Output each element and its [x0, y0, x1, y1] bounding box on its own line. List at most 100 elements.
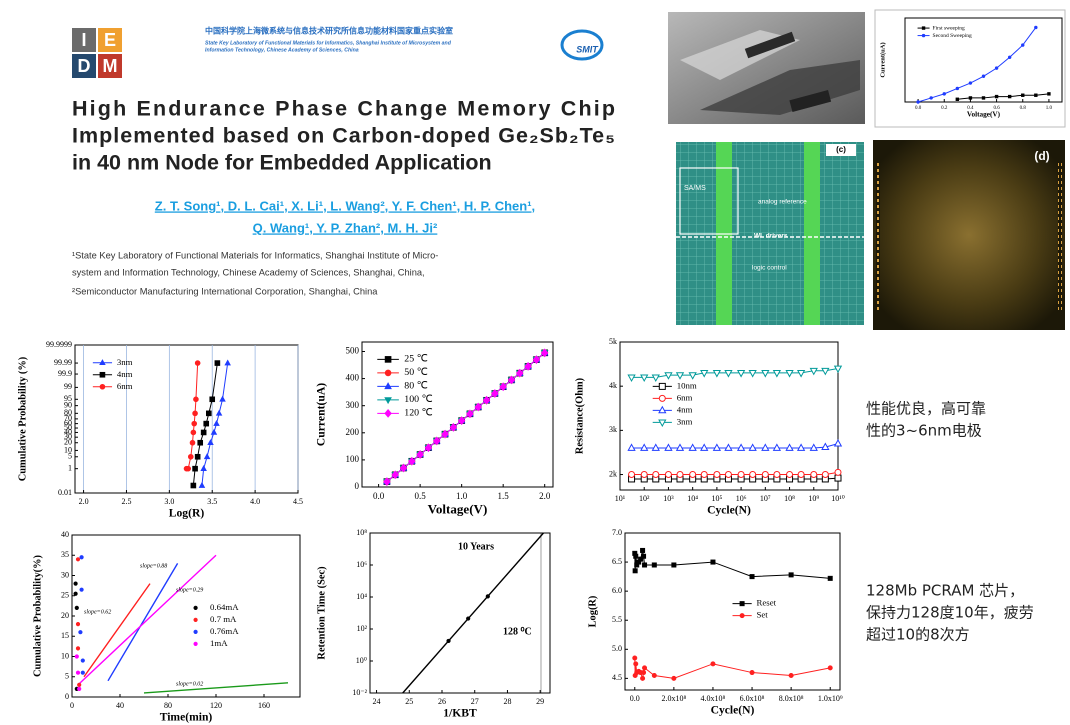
marker: [789, 673, 793, 677]
x-tick-label: 1.0x10⁹: [818, 694, 843, 703]
x-tick-label: 0: [70, 701, 74, 710]
y-tick-label: 30: [61, 570, 69, 579]
marker: [193, 466, 198, 471]
y-tick-label: 15: [61, 631, 69, 640]
marker: [749, 371, 756, 377]
marker: [216, 410, 222, 415]
marker: [225, 360, 231, 365]
marker: [79, 630, 83, 634]
legend-label: Set: [757, 610, 769, 620]
x-tick-label: 10⁶: [736, 494, 747, 503]
x-tick-label: 0.5: [415, 491, 427, 501]
x-tick-label: 26: [438, 697, 446, 706]
x-tick-label: 1.0: [1046, 106, 1053, 111]
x-tick-label: 0.0: [630, 694, 640, 703]
y-tick-label: 6.5: [612, 557, 622, 566]
marker: [194, 630, 198, 634]
marker: [192, 421, 197, 426]
marker: [193, 411, 198, 416]
marker: [385, 383, 392, 389]
legend-label: First sweeping: [933, 25, 965, 31]
plot-area: [620, 342, 838, 490]
chip-label: SA/MS: [684, 185, 706, 192]
x-tick-label: 120: [210, 701, 222, 710]
marker: [1021, 44, 1024, 47]
x-tick-label: 2.0x10⁸: [661, 694, 686, 703]
marker: [714, 371, 721, 377]
y-tick-label: 6.0: [612, 586, 622, 595]
marker: [665, 444, 672, 450]
chip-label: WL drivers: [754, 233, 788, 240]
iedm-logo: I E D M: [72, 28, 122, 78]
x-tick-label: 160: [258, 701, 270, 710]
marker: [789, 573, 793, 577]
y-tick-label: 10⁸: [356, 528, 367, 537]
marker: [969, 97, 972, 100]
x-tick-label: 3.5: [207, 497, 217, 506]
y-tick-label: 2k: [609, 469, 617, 478]
marker: [786, 371, 793, 377]
marker: [749, 444, 756, 450]
marker: [633, 569, 637, 573]
marker: [641, 472, 647, 478]
x-tick-label: 10⁹: [808, 494, 819, 503]
marker: [762, 371, 769, 377]
marker: [725, 371, 732, 377]
series-line: [635, 550, 830, 578]
y-tick-label: 1: [68, 464, 72, 473]
marker: [201, 430, 206, 435]
x-tick-label: 4.5: [293, 497, 303, 506]
y-tick-label: 7.0: [612, 528, 622, 537]
marker: [725, 444, 732, 450]
annotation: 128 ⁰C: [503, 626, 532, 637]
x-tick-label: 10¹: [615, 494, 626, 503]
y-tick-label: 40: [61, 530, 69, 539]
marker: [641, 554, 645, 558]
marker: [786, 444, 793, 450]
y-tick-label: 300: [346, 400, 360, 410]
marker: [642, 666, 646, 670]
x-tick-label: 28: [503, 697, 511, 706]
marker: [738, 371, 745, 377]
y-tick-label: 3k: [609, 425, 617, 434]
y-tick-label: 200: [346, 427, 360, 437]
author-line: Q. Wang¹, Y. P. Zhan², M. H. Ji²: [253, 220, 438, 235]
marker: [385, 356, 391, 362]
affiliation: ¹State Key Laboratory of Functional Mate…: [72, 250, 438, 260]
x-axis-label: Voltage(V): [967, 111, 1001, 119]
marker: [711, 560, 715, 564]
institution-cn: 中国科学院上海微系统与信息技术研究所信息功能材料国家重点实验室: [205, 26, 453, 36]
marker: [811, 472, 817, 478]
marker: [447, 639, 451, 643]
chart: 0.00.51.01.52.00100200300400500Voltage(V…: [315, 342, 553, 516]
die-photo: (d): [873, 140, 1065, 330]
marker: [190, 440, 195, 445]
y-axis-label: Retention Time (Sec): [316, 566, 327, 659]
marker: [642, 563, 646, 567]
marker: [385, 398, 392, 404]
marker: [652, 444, 659, 450]
y-tick-label: 400: [346, 373, 360, 383]
marker: [194, 642, 198, 646]
marker: [995, 67, 998, 70]
marker: [193, 397, 198, 402]
y-tick-label: 99: [64, 382, 72, 391]
x-tick-label: 10²: [639, 494, 650, 503]
marker: [969, 82, 972, 85]
legend-label: 0.7 mA: [210, 614, 237, 624]
marker: [828, 576, 832, 580]
marker: [750, 574, 754, 578]
marker: [740, 601, 744, 605]
marker: [762, 444, 769, 450]
annotation: slope=0.29: [176, 587, 203, 593]
marker: [738, 444, 745, 450]
marker: [750, 670, 754, 674]
marker: [798, 371, 805, 377]
marker: [956, 98, 959, 101]
marker: [74, 582, 78, 586]
marker: [677, 444, 684, 450]
marker: [738, 472, 744, 478]
marker: [206, 411, 211, 416]
marker: [822, 472, 828, 478]
legend-label: 3nm: [117, 357, 133, 367]
